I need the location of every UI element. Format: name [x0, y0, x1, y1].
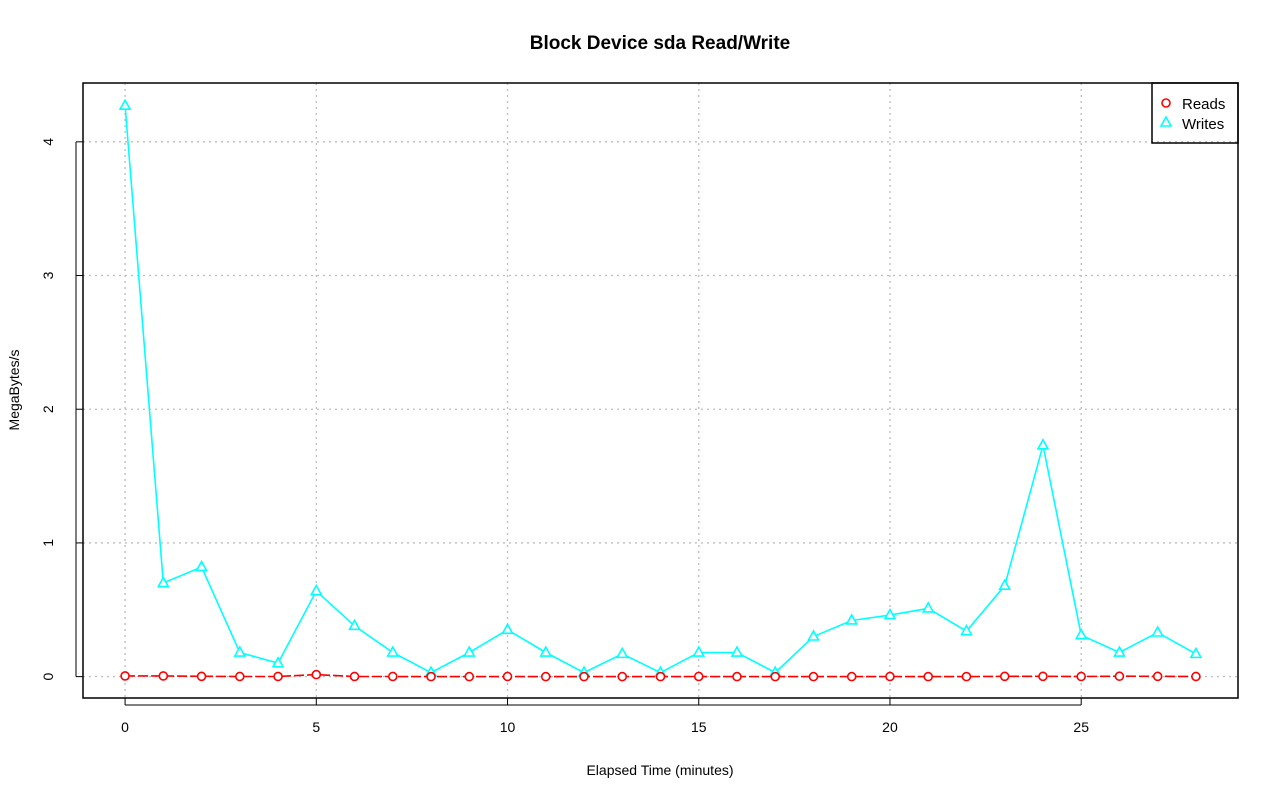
reads-point	[579, 671, 589, 682]
writes-point	[1189, 646, 1203, 659]
writes-point	[960, 624, 973, 636]
writes-point	[1151, 625, 1165, 637]
legend-reads-label: Reads	[1182, 96, 1225, 113]
writes-point	[539, 645, 553, 657]
series-layer	[118, 98, 1203, 682]
y-tick-label: 1	[40, 539, 56, 547]
reads-point	[732, 671, 742, 682]
writes-point	[1036, 438, 1050, 450]
reads-point	[808, 671, 819, 682]
x-tick-label: 25	[1073, 719, 1089, 735]
reads-point	[923, 671, 934, 682]
writes-point	[807, 629, 820, 641]
reads-point	[387, 671, 398, 682]
x-tick-label: 10	[500, 719, 516, 735]
writes-point	[156, 575, 170, 588]
reads-series	[120, 669, 1201, 682]
writes-point	[1074, 628, 1088, 640]
grid	[83, 83, 1238, 698]
reads-point	[311, 669, 322, 680]
chart-title: Block Device sda Read/Write	[530, 33, 790, 54]
reads-point	[617, 671, 628, 682]
writes-series	[118, 98, 1203, 677]
reads-point	[1114, 671, 1125, 682]
reads-point	[655, 671, 666, 682]
legend-box	[1151, 82, 1239, 144]
y-tick-label: 4	[40, 138, 56, 146]
y-tick-label: 2	[40, 405, 56, 413]
reads-point	[426, 671, 436, 682]
writes-point	[921, 601, 935, 613]
reads-point	[1152, 671, 1163, 682]
reads-point	[502, 671, 513, 682]
reads-point	[464, 671, 475, 682]
reads-point	[540, 671, 551, 682]
writes-point	[615, 646, 629, 659]
x-axis-label: Elapsed Time (minutes)	[586, 762, 733, 778]
reads-point	[349, 671, 360, 682]
reads-point	[770, 671, 781, 682]
writes-point	[501, 622, 514, 635]
legend: Reads Writes	[1151, 82, 1239, 144]
writes-point	[348, 618, 361, 631]
y-tick-label: 0	[40, 673, 56, 681]
reads-point	[1076, 671, 1086, 682]
reads-point	[158, 671, 169, 681]
reads-point	[846, 671, 857, 682]
writes-point	[386, 645, 400, 657]
x-tick-label: 5	[312, 719, 320, 735]
x-tick-label: 20	[882, 719, 898, 735]
reads-point	[961, 671, 972, 682]
legend-writes-marker	[1159, 115, 1173, 127]
reads-point	[196, 671, 207, 682]
reads-point	[885, 671, 895, 682]
reads-point	[999, 671, 1010, 682]
writes-point	[692, 645, 706, 657]
writes-point	[195, 559, 208, 572]
writes-point	[883, 607, 897, 620]
y-axis-label: MegaBytes/s	[6, 350, 22, 431]
reads-point	[1038, 671, 1048, 682]
legend-writes-label: Writes	[1182, 116, 1224, 133]
reads-point	[120, 671, 130, 681]
writes-point	[462, 645, 476, 657]
reads-point	[693, 671, 704, 682]
x-tick-label: 15	[691, 719, 707, 735]
writes-point	[271, 656, 285, 668]
y-axis: 0 1 2 3 4	[40, 138, 83, 681]
x-tick-label: 0	[121, 719, 129, 735]
reads-point	[273, 671, 283, 682]
writes-point	[845, 613, 859, 625]
legend-reads-marker	[1161, 98, 1171, 108]
y-tick-label: 3	[40, 271, 56, 279]
writes-point	[1113, 645, 1126, 657]
reads-point	[1191, 671, 1201, 682]
writes-point	[730, 645, 744, 657]
x-axis: 0 5 10 15 20 25	[121, 698, 1089, 735]
writes-line	[124, 105, 1197, 674]
writes-point	[998, 578, 1012, 590]
reads-point	[235, 671, 245, 682]
writes-point	[233, 645, 247, 657]
writes-point	[309, 583, 323, 596]
writes-point	[118, 98, 132, 111]
plot-frame	[82, 82, 1239, 699]
